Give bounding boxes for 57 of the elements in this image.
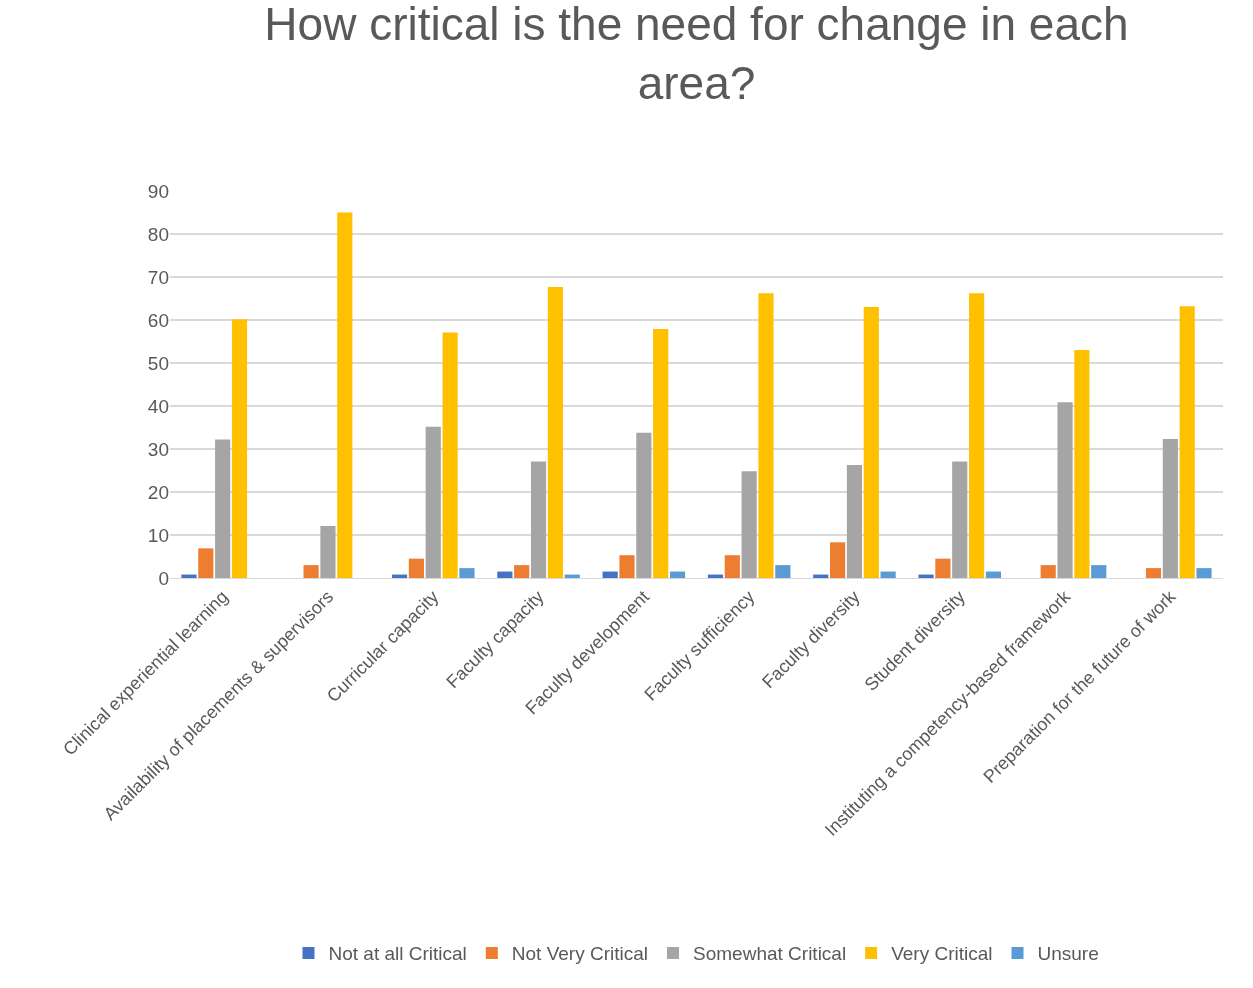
legend-label: Very Critical [891, 943, 993, 965]
y-tick-label: 90 [147, 180, 169, 202]
bar [1162, 439, 1178, 578]
bar [1057, 402, 1073, 578]
legend-label: Somewhat Critical [693, 943, 847, 965]
chart-title: How critical is the need for change in each area? [264, 0, 1129, 110]
bar [1145, 568, 1162, 578]
bar [231, 319, 248, 578]
legend-label: Unsure [1037, 943, 1099, 965]
bar [758, 293, 774, 578]
bar [724, 555, 740, 578]
bar [741, 471, 757, 578]
bar [215, 439, 231, 578]
bar [547, 286, 563, 578]
bar [1074, 350, 1090, 578]
y-tick-label: 30 [147, 438, 169, 460]
y-tick-label: 10 [147, 524, 169, 546]
bar [846, 464, 863, 578]
bar [337, 212, 353, 578]
bar [775, 565, 791, 578]
bar [880, 571, 896, 578]
bar [952, 461, 968, 578]
y-tick-label: 50 [147, 352, 169, 374]
legend-label: Not at all Critical [328, 943, 467, 965]
bar [303, 565, 319, 578]
legend-label: Not Very Critical [511, 943, 649, 965]
y-tick-label: 20 [147, 481, 169, 503]
bar [181, 574, 197, 578]
bar [969, 293, 985, 578]
bar [1040, 565, 1056, 578]
bar [653, 329, 669, 578]
bar [863, 307, 879, 578]
bar [514, 565, 530, 578]
bar [1179, 306, 1195, 578]
bar [408, 558, 424, 578]
bar [530, 461, 547, 578]
y-tick-label: 40 [147, 395, 169, 417]
bar [918, 574, 934, 578]
bar [425, 426, 441, 578]
bar [442, 332, 458, 578]
bar [830, 542, 846, 578]
bar [198, 548, 214, 578]
y-tick-label: 80 [147, 223, 169, 245]
y-tick-label: 0 [158, 567, 169, 589]
bar [619, 555, 635, 578]
bar [636, 432, 652, 578]
y-tick-label: 60 [147, 309, 169, 331]
bar [459, 568, 475, 578]
bar [985, 571, 1002, 578]
bar [1196, 568, 1212, 578]
bar [320, 525, 336, 578]
bar [1091, 565, 1107, 578]
bar [497, 571, 513, 578]
bar [935, 558, 951, 578]
bar [602, 571, 618, 578]
y-tick-label: 70 [147, 266, 169, 288]
bar [669, 571, 686, 578]
